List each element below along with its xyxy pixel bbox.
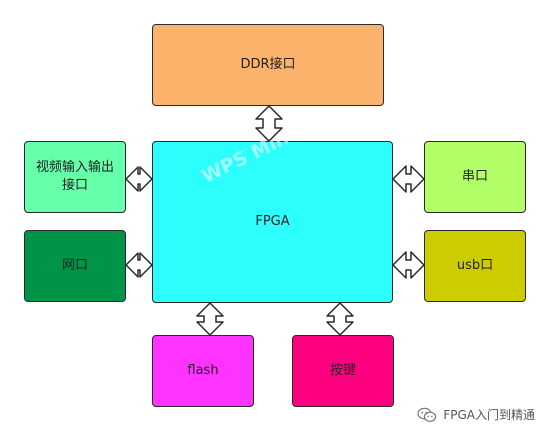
wechat-icon (417, 407, 437, 422)
serial-port-block: 串口 (424, 141, 526, 213)
arrow-fpga-uart (392, 165, 425, 193)
ddr-interface-block: DDR接口 (152, 24, 384, 106)
brand-text: FPGA入门到精通 (443, 408, 535, 422)
video-io-interface-label: 视频输入输出接口 (35, 160, 114, 193)
ddr-interface-label: DDR接口 (240, 57, 296, 73)
serial-port-label: 串口 (461, 169, 488, 185)
key-label: 按键 (329, 363, 356, 379)
network-port-block: 网口 (24, 230, 126, 302)
flash-label: flash (187, 363, 219, 379)
fpga-label: FPGA (255, 214, 290, 230)
key-block: 按键 (292, 335, 394, 407)
arrow-fpga-flash (196, 302, 224, 336)
network-port-label: 网口 (61, 258, 88, 274)
arrow-net-fpga (125, 252, 153, 278)
usb-port-block: usb口 (424, 230, 526, 302)
fpga-block: FPGA (152, 141, 393, 303)
arrow-fpga-usb (392, 251, 425, 279)
brand-footer: FPGA入门到精通 (417, 406, 535, 423)
arrow-ddr-fpga (255, 105, 283, 142)
video-io-interface-block: 视频输入输出接口 (24, 141, 126, 213)
arrow-fpga-key (326, 302, 354, 336)
arrow-video-fpga (125, 166, 153, 192)
usb-port-label: usb口 (456, 258, 494, 274)
flash-block: flash (152, 335, 254, 407)
